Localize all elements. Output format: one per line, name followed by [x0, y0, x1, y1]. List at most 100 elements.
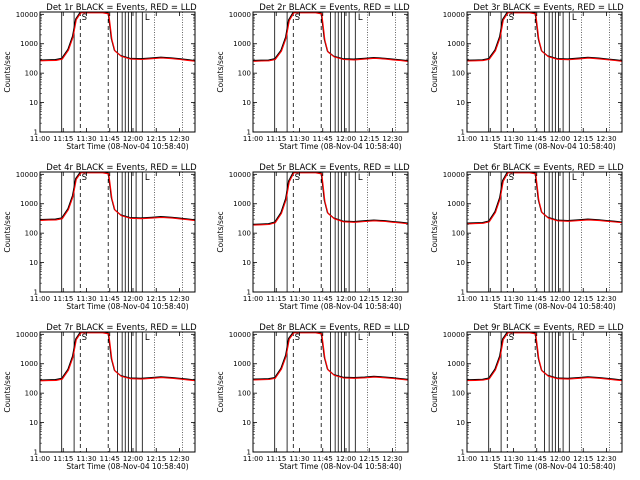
y-tick-label: 10000	[16, 331, 38, 339]
y-tick-label: 10	[29, 99, 38, 107]
x-tick-label: 11:45	[527, 295, 547, 303]
annotation-s: S	[295, 13, 300, 23]
x-tick-label: 12:00	[123, 455, 143, 463]
annotation-s: S	[509, 13, 514, 23]
x-tick-label: 12:00	[336, 455, 356, 463]
x-axis-label: Start Time (08-Nov-04 10:58:40)	[493, 462, 615, 471]
y-tick-label: 1000	[447, 40, 465, 48]
x-tick-label: 12:30	[596, 295, 616, 303]
x-tick-label: 11:00	[30, 135, 50, 143]
detector-panel-6: 1 10 100 1000 10000 11:00 11:15 11:30 11:45 12:00…	[430, 163, 624, 311]
x-axis-label: Start Time (08-Nov-04 10:58:40)	[279, 142, 401, 151]
plot-frame	[39, 171, 196, 293]
x-tick-label: 11:15	[480, 455, 500, 463]
x-tick-label: 11:00	[30, 455, 50, 463]
y-tick-label: 1000	[233, 40, 251, 48]
annotation-s: S	[295, 173, 300, 183]
y-tick-label: 1	[461, 129, 465, 137]
series-events-line	[253, 12, 408, 62]
series-lld-line	[253, 172, 408, 226]
annotation-s: S	[82, 173, 87, 183]
x-tick-label: 12:15	[359, 455, 379, 463]
x-tick-label: 11:15	[480, 295, 500, 303]
x-axis-label: Start Time (08-Nov-04 10:58:40)	[493, 302, 615, 311]
annotation-l: L	[572, 173, 577, 183]
y-tick-label: 1000	[447, 360, 465, 368]
series-events-line	[467, 12, 622, 62]
y-tick-label: 100	[452, 70, 465, 78]
y-axis-label: Counts/sec	[3, 371, 12, 412]
detector-panel-7: 1 10 100 1000 10000 11:00 11:15 11:30 11:45 12:00…	[3, 323, 197, 471]
x-tick-label: 11:45	[313, 295, 333, 303]
x-tick-label: 11:45	[100, 295, 120, 303]
y-tick-label: 100	[452, 230, 465, 238]
annotation-l: L	[572, 333, 577, 343]
x-tick-label: 11:15	[266, 295, 286, 303]
series-events-line	[40, 332, 195, 381]
detector-panel-4: 1 10 100 1000 10000 11:00 11:15 11:30 11:45 12:00…	[3, 163, 197, 311]
x-tick-label: 11:00	[457, 295, 477, 303]
y-tick-label: 1	[247, 449, 251, 457]
x-tick-label: 11:45	[313, 135, 333, 143]
y-tick-label: 10	[29, 419, 38, 427]
x-tick-label: 11:30	[76, 135, 96, 143]
detector-panel-3: 1 10 100 1000 10000 11:00 11:15 11:30 11:45 12:00…	[430, 3, 624, 151]
annotation-l: L	[145, 173, 150, 183]
series-lld-line	[40, 172, 195, 222]
y-axis-label: Counts/sec	[216, 51, 225, 92]
annotation-l: L	[358, 333, 363, 343]
series-lld-line	[253, 332, 408, 381]
y-tick-label: 100	[238, 70, 251, 78]
y-tick-label: 1	[247, 129, 251, 137]
x-tick-label: 12:30	[596, 455, 616, 463]
series-events-line	[467, 172, 622, 224]
y-tick-label: 1	[34, 289, 38, 297]
y-tick-label: 10	[242, 99, 251, 107]
annotation-s: S	[509, 173, 514, 183]
x-tick-label: 12:15	[146, 295, 166, 303]
x-tick-label: 12:00	[123, 295, 143, 303]
y-axis-label: Counts/sec	[430, 211, 439, 252]
plot-frame	[39, 331, 196, 453]
x-tick-label: 11:15	[53, 455, 73, 463]
y-tick-label: 100	[25, 390, 38, 398]
y-tick-label: 10000	[16, 11, 38, 19]
series-lld-line	[467, 332, 622, 382]
x-tick-label: 11:00	[30, 295, 50, 303]
x-tick-label: 12:30	[596, 135, 616, 143]
panel-title: Det 6r BLACK = Events, RED = LLD	[473, 163, 624, 173]
y-tick-label: 10	[456, 419, 465, 427]
annotation-s: S	[295, 333, 300, 343]
y-axis-label: Counts/sec	[216, 211, 225, 252]
detector-panel-5: 1 10 100 1000 10000 11:00 11:15 11:30 11:45 12:00…	[216, 163, 410, 311]
y-tick-label: 1000	[447, 200, 465, 208]
x-tick-label: 12:15	[146, 135, 166, 143]
x-tick-label: 12:30	[169, 295, 189, 303]
panel-title: Det 8r BLACK = Events, RED = LLD	[259, 323, 410, 333]
annotation-l: L	[358, 13, 363, 23]
plot-frame	[252, 331, 409, 453]
x-tick-label: 11:45	[527, 455, 547, 463]
y-tick-label: 10000	[16, 171, 38, 179]
x-tick-label: 11:15	[480, 135, 500, 143]
detector-panel-2: 1 10 100 1000 10000 11:00 11:15 11:30 11:45 12:00…	[216, 3, 410, 151]
x-tick-label: 11:30	[76, 295, 96, 303]
y-tick-label: 1000	[233, 200, 251, 208]
y-tick-label: 10000	[229, 331, 251, 339]
y-tick-label: 100	[238, 230, 251, 238]
panel-title: Det 3r BLACK = Events, RED = LLD	[473, 3, 624, 13]
plot-frame	[252, 171, 409, 293]
plot-frame	[466, 11, 623, 133]
annotation-l: L	[572, 13, 577, 23]
x-tick-label: 12:00	[550, 135, 570, 143]
x-axis-label: Start Time (08-Nov-04 10:58:40)	[66, 142, 188, 151]
x-tick-label: 12:30	[382, 135, 402, 143]
x-tick-label: 11:45	[100, 455, 120, 463]
x-tick-label: 11:45	[527, 135, 547, 143]
x-tick-label: 11:30	[503, 135, 523, 143]
y-tick-label: 10	[456, 259, 465, 267]
annotation-l: L	[145, 333, 150, 343]
plot-frame	[466, 171, 623, 293]
y-tick-label: 10	[29, 259, 38, 267]
